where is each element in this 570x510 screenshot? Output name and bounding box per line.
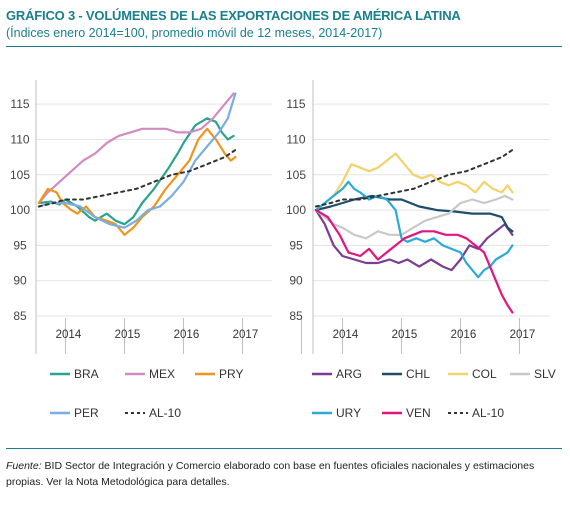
panel2-y-tick-label: 115 <box>286 97 305 111</box>
panel2-y-tick-label: 110 <box>286 132 305 146</box>
panel2-series-line-slv <box>314 194 514 240</box>
panel1-x-tick-label: 2014 <box>56 329 82 341</box>
source-note: Fuente: BID Sector de Integración y Come… <box>6 458 566 490</box>
panel1-legend-label-per: PER <box>74 406 99 420</box>
panel2-y-tick-label: 85 <box>289 309 303 323</box>
charts-area: 85 90 95 100 105 110 115 2014 2015 2016 2017 BRA MEX… <box>10 80 556 420</box>
panel2-y-tick-label: 95 <box>289 238 303 252</box>
panel2-x-tick-label: 2017 <box>510 329 536 341</box>
panel2-y-tick-label: 100 <box>286 203 306 217</box>
panel2-legend-label-ven: VEN <box>406 406 431 420</box>
panel2-series-line-ury <box>314 180 514 279</box>
chart-title: GRÁFICO 3 - VOLÚMENES DE LAS EXPORTACION… <box>6 8 461 23</box>
source-label: Fuente: <box>6 460 42 472</box>
panel2-legend-label-chl: CHL <box>406 367 430 381</box>
panel2-legend-label-al-10: AL-10 <box>472 406 504 420</box>
panel2-x-tick-label: 2016 <box>451 329 477 341</box>
panel1-legend-label-pry: PRY <box>219 367 243 381</box>
panel1-y-tick-label: 110 <box>10 132 29 146</box>
top-divider <box>6 46 562 47</box>
panel2-x-tick-label: 2015 <box>392 329 418 341</box>
panel1-series-line-al-10 <box>37 149 237 208</box>
panel2-legend-label-ury: URY <box>336 406 361 420</box>
panel1-y-tick-label: 95 <box>13 238 27 252</box>
panel1-legend-label-mex: MEX <box>149 367 175 381</box>
panel1-series-line-mex <box>37 92 235 205</box>
panel2-series-line-al-10 <box>314 149 514 208</box>
panel1-x-tick-label: 2016 <box>174 329 200 341</box>
panel2-legend-label-col: COL <box>472 367 497 381</box>
bottom-divider <box>6 448 562 449</box>
panel1-legend-label-bra: BRA <box>74 367 99 381</box>
panel1-x-tick-label: 2017 <box>233 329 259 341</box>
panel2-y-tick-label: 90 <box>289 274 303 288</box>
panel2-series-line-ven <box>314 209 514 314</box>
panel1-y-tick-label: 85 <box>13 309 27 323</box>
panel2-series-line-chl <box>314 194 514 233</box>
panel1-x-tick-label: 2015 <box>115 329 141 341</box>
panel1-series-line-per <box>37 92 237 229</box>
panel1-y-tick-label: 100 <box>10 203 30 217</box>
panel2-legend-label-arg: ARG <box>336 367 362 381</box>
panel1-legend-label-al-10: AL-10 <box>149 406 181 420</box>
chart-subtitle: (Índices enero 2014=100, promedio móvil … <box>6 26 383 40</box>
panel2-x-tick-label: 2014 <box>333 329 359 341</box>
panel1-y-tick-label: 105 <box>10 168 30 182</box>
panel1-series-line-pry <box>37 127 237 236</box>
panel1-y-tick-label: 115 <box>10 97 29 111</box>
panel2-legend-label-slv: SLV <box>534 367 556 381</box>
panel2-series-line-col <box>314 152 514 212</box>
panel1-y-tick-label: 90 <box>13 274 27 288</box>
panel2-series-line-arg <box>314 209 514 272</box>
source-text: BID Sector de Integración y Comercio ela… <box>6 460 535 488</box>
panel2-y-tick-label: 105 <box>286 168 306 182</box>
